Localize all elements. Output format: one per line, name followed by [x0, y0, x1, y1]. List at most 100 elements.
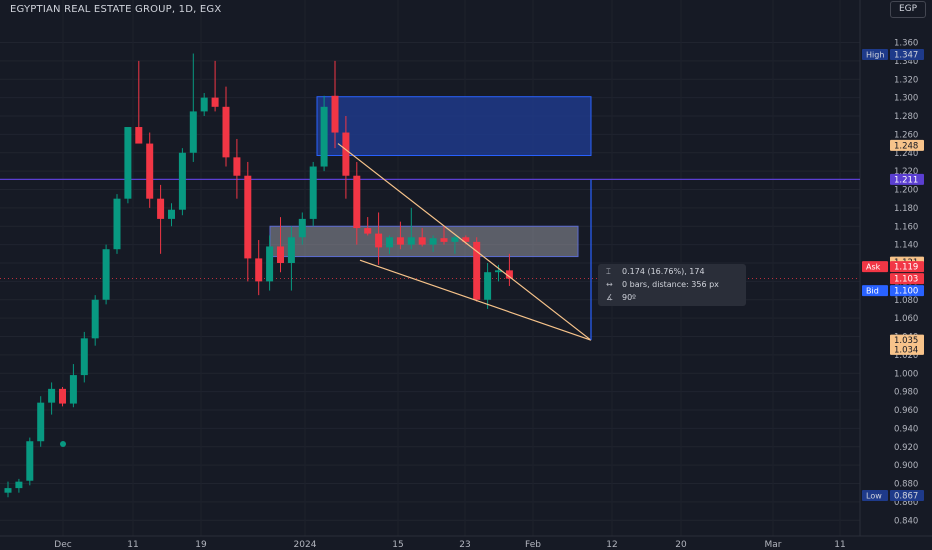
price-label-tag	[862, 489, 888, 501]
y-tick-label: 0.960	[894, 406, 918, 416]
candle-body	[407, 237, 415, 245]
candle-body	[342, 132, 350, 176]
candle-body	[440, 238, 448, 242]
tooltip-angle: 90º	[622, 293, 636, 302]
candle-body	[364, 228, 372, 234]
candle-body	[473, 241, 481, 300]
candle-body	[178, 152, 186, 210]
x-tick-label: Mar	[765, 540, 782, 550]
candle-body	[113, 198, 121, 250]
upper-trendline	[337, 143, 592, 341]
candle-body	[484, 272, 492, 300]
candle-body	[69, 375, 77, 404]
candle-body	[451, 237, 459, 242]
x-tick-label: 20	[675, 540, 687, 550]
candle-body	[386, 237, 393, 248]
y-tick-label: 0.840	[894, 516, 918, 526]
y-tick-label: 1.060	[894, 314, 918, 324]
y-tick-label: 0.900	[894, 461, 918, 471]
candle-body	[48, 388, 56, 403]
y-tick-label: 1.180	[894, 204, 918, 214]
candle-body	[266, 246, 274, 282]
price-label-value: 1.034	[894, 345, 918, 355]
price-label-box	[890, 139, 924, 151]
candle-body	[157, 198, 165, 219]
candle-body	[211, 97, 219, 107]
y-tick-label: 1.320	[894, 75, 918, 85]
x-tick-label: Feb	[525, 540, 541, 550]
y-tick-label: 0.860	[894, 498, 918, 508]
candle-body	[37, 402, 45, 442]
candle-body	[396, 237, 404, 245]
candle-body	[418, 237, 426, 245]
candle-body	[91, 299, 99, 339]
candle-body	[255, 258, 263, 282]
y-tick-label: 0.920	[894, 443, 918, 453]
x-tick-label: 12	[606, 540, 617, 550]
price-label-name: Ask	[866, 263, 881, 272]
price-label-tag	[862, 285, 888, 297]
symbol-title: EGYPTIAN REAL ESTATE GROUP, 1D, EGX	[10, 4, 222, 15]
price-label-box	[890, 489, 924, 501]
y-tick-label: 1.300	[894, 94, 918, 104]
candle-body	[429, 238, 437, 245]
candle-body	[320, 106, 328, 167]
y-tick-label: 1.200	[894, 186, 918, 196]
x-tick-label: 11	[127, 540, 138, 550]
price-label-name: Bid	[866, 287, 879, 296]
lower-trendline	[359, 259, 592, 341]
candle-body	[4, 488, 12, 493]
y-tick-label: 1.080	[894, 296, 918, 306]
x-tick-label: 15	[392, 540, 403, 550]
candle-body	[135, 127, 143, 144]
price-label-value: 1.248	[894, 141, 918, 151]
bars-range-icon: ↔	[606, 280, 613, 289]
measure-tooltip: ⌶ 0.174 (16.76%), 174 ↔ 0 bars, distance: …	[598, 264, 746, 306]
tooltip-bars-distance: 0 bars, distance: 356 px	[622, 280, 719, 289]
price-label-box	[890, 285, 924, 297]
price-label-value: 1.119	[894, 263, 918, 273]
price-label-name: High	[866, 50, 884, 59]
candle-body	[462, 237, 470, 242]
marker-dot	[60, 440, 66, 447]
price-label-value: 0.867	[894, 491, 918, 501]
tooltip-row-bars: ↔ 0 bars, distance: 356 px	[606, 279, 719, 291]
price-label-box	[890, 173, 924, 185]
y-tick-label: 1.240	[894, 149, 918, 159]
candle-body	[80, 338, 88, 376]
y-tick-label: 1.160	[894, 222, 918, 232]
price-label-box	[890, 48, 924, 60]
y-tick-label: 1.140	[894, 241, 918, 251]
y-tick-label: 0.940	[894, 424, 918, 434]
candle-body	[26, 441, 34, 481]
candle-body	[244, 175, 252, 259]
price-label-name: Low	[866, 491, 882, 500]
x-tick-label: 23	[459, 540, 470, 550]
y-tick-label: 0.980	[894, 388, 918, 398]
y-tick-label: 1.360	[894, 39, 918, 49]
tooltip-price-change: 0.174 (16.76%), 174	[622, 267, 705, 276]
x-tick-label: Dec	[54, 540, 71, 550]
candle-body	[124, 127, 132, 199]
tooltip-row-price: ⌶ 0.174 (16.76%), 174	[606, 266, 705, 278]
price-label-box	[890, 261, 924, 273]
y-tick-label: 1.260	[894, 130, 918, 140]
candle-body	[353, 175, 361, 229]
currency-button[interactable]: EGP	[890, 1, 926, 18]
candle-body	[59, 388, 66, 404]
price-label-value: 1.035	[894, 336, 918, 346]
x-tick-label: 11	[834, 540, 845, 550]
candle-body	[331, 95, 339, 133]
candle-body	[375, 233, 383, 248]
price-label-box	[890, 334, 924, 346]
candle-body	[146, 143, 154, 199]
y-tick-label: 0.880	[894, 480, 918, 490]
candle-body	[189, 111, 197, 153]
candle-body	[298, 218, 306, 238]
candle-body	[287, 237, 295, 263]
angle-icon: ∡	[606, 293, 614, 302]
price-label-value: 1.347	[894, 50, 918, 60]
price-label-box	[890, 343, 924, 355]
y-tick-label: 1.000	[894, 369, 918, 379]
